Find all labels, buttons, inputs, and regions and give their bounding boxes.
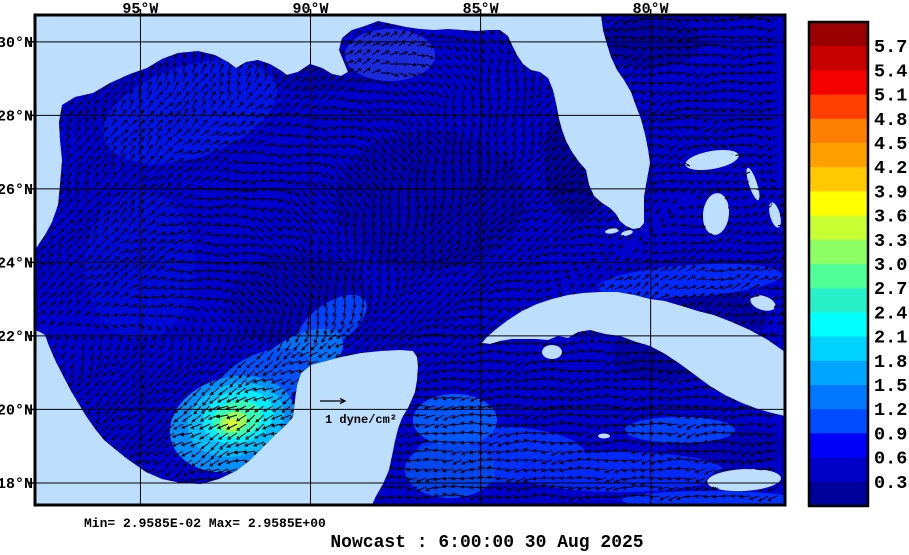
island (750, 295, 776, 311)
island (685, 149, 739, 171)
colorbar-tick-label: 4.5 (874, 134, 907, 155)
colorbar-tick-label: 5.4 (874, 61, 907, 82)
island (598, 433, 610, 439)
colorbar-tick-label: 1.8 (874, 352, 907, 373)
colorbar-tick-label: 5.7 (874, 37, 907, 58)
lon-tick-label: 80°W (633, 1, 669, 18)
colorbar-segment (809, 143, 868, 168)
island (542, 345, 562, 359)
colorbar-tick-label: 3.9 (874, 182, 907, 203)
island (702, 193, 730, 235)
lon-tick-label: 95°W (122, 1, 158, 18)
minmax-annotation: Min= 2.9585E-02 Max= 2.9585E+00 (84, 516, 326, 531)
color-patch (625, 417, 735, 443)
vector-scale-label: 1 dyne/cm² (325, 413, 397, 427)
colorbar-segment (809, 46, 868, 71)
colorbar-segment (809, 409, 868, 434)
color-patch (413, 394, 497, 446)
colorbar: 5.7 5.4 5.1 4.8 4.5 4.2 3.9 3.6 3.3 3.0 2.7 2.4 2.1 1… (807, 20, 907, 508)
colorbar-segment (809, 70, 868, 96)
islands (542, 149, 781, 492)
colorbar-tick-label: 4.2 (874, 158, 907, 179)
island (707, 468, 781, 492)
lat-tick-label: 20°N (0, 402, 33, 419)
longitude-axis: 95°W 90°W 85°W 80°W (122, 1, 668, 18)
colorbar-segment (809, 360, 868, 386)
colorbar-tick-label: 5.1 (874, 86, 907, 107)
colorbar-tick-label: 0.3 (874, 473, 907, 494)
island (769, 202, 781, 228)
colorbar-segment (809, 215, 868, 241)
latitude-axis: 30°N 28°N 26°N 24°N 22°N 20°N 18°N (0, 35, 33, 493)
lon-tick-label: 85°W (463, 1, 499, 18)
colorbar-segment (809, 191, 868, 217)
map-border (33, 13, 787, 507)
colorbar-tick-label: 1.2 (874, 400, 907, 421)
colorbar-segment (809, 94, 868, 120)
lat-tick-label: 22°N (0, 329, 33, 346)
colorbar-tick-label: 0.6 (874, 449, 907, 470)
graticule (35, 15, 785, 505)
vector-scale-legend: 1 dyne/cm² (320, 397, 397, 427)
colorbar-segment (809, 312, 868, 338)
color-patch (598, 263, 782, 299)
colorbar-segment (809, 457, 868, 483)
colorbar-segment (809, 264, 868, 289)
color-patch (103, 60, 277, 164)
colorbar-tick-label: 2.1 (874, 328, 907, 349)
lon-tick-label: 90°W (293, 1, 329, 18)
lat-tick-label: 26°N (0, 182, 33, 199)
map-frame (29, 9, 787, 507)
color-patch (515, 452, 725, 492)
island (746, 167, 760, 201)
colorbar-segment (809, 336, 868, 362)
colorbar-segment (809, 118, 868, 144)
colorbar-segment (809, 167, 868, 192)
colorbar-segment (809, 288, 868, 313)
colorbar-tick-label: 3.6 (874, 207, 907, 228)
colorbar-tick-label: 4.8 (874, 110, 907, 131)
island (605, 228, 619, 234)
lat-tick-label: 18°N (0, 476, 33, 493)
colorbar-segment (809, 481, 868, 507)
colorbar-segment (809, 22, 868, 47)
lat-tick-label: 30°N (0, 35, 33, 52)
colorbar-segment (809, 239, 868, 265)
colorbar-tick-label: 2.4 (874, 303, 907, 324)
chart-title: Nowcast : 6:00:00 30 Aug 2025 (330, 533, 643, 553)
vector-scale-arrow-icon (320, 397, 347, 405)
lat-tick-label: 28°N (0, 108, 33, 125)
colorbar-tick-label: 2.7 (874, 279, 907, 300)
island (621, 230, 633, 236)
colorbar-border (807, 20, 870, 508)
lat-tick-label: 24°N (0, 255, 33, 272)
colorbar-segment (809, 433, 868, 459)
colorbar-tick-label: 1.5 (874, 376, 907, 397)
colorbar-tick-label: 0.9 (874, 424, 907, 445)
colorbar-tick-label: 3.0 (874, 255, 907, 276)
colorbar-tick-label: 3.3 (874, 231, 907, 252)
colorbar-segment (809, 385, 868, 410)
